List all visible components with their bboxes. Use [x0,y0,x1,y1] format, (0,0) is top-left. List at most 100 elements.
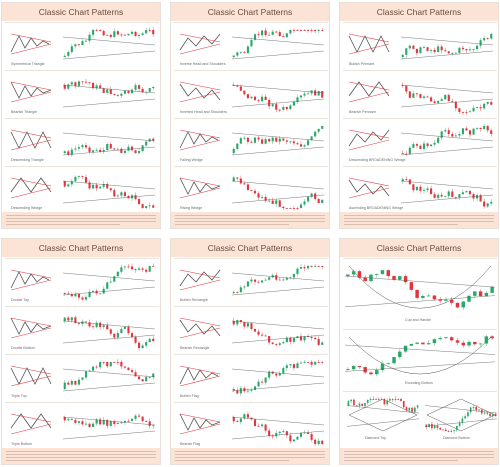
panel-header: Classic Chart Patterns [171,3,329,21]
pattern-sketch [179,177,221,199]
pattern-label: Bullish Flag [180,394,199,398]
pattern-sketch [10,177,52,199]
pattern-label: Inverted Head and Shoulders [180,110,227,114]
pattern-label: Ascending BROADENING Wedge [349,206,404,210]
pattern-row: Bullish Flag [174,354,328,403]
pattern-label: Bullish Pennant [349,62,374,66]
pattern-panel: Classic Chart Patterns Inverse Head and S… [170,2,330,229]
pattern-row: Rising Wedge [174,166,328,215]
candlestick-chart [344,334,496,377]
pattern-sketch [179,269,221,291]
candlestick-chart [62,359,156,392]
pattern-sketch [10,365,52,387]
pattern-sketch [348,177,390,199]
pattern-label: Double Top [11,298,30,302]
pattern-row: Bearish Pennant [343,70,497,119]
pattern-sketch [348,129,390,151]
pattern-label: Rising Wedge [180,206,203,210]
candlestick-chart [62,315,156,351]
pattern-row: Triple Top [5,354,159,403]
pattern-row: Triple Bottom [5,402,159,451]
pattern-label: Double Bottom [11,346,35,350]
pattern-row: Double Bottom [5,306,159,355]
candlestick-chart [231,125,325,156]
pattern-label: Bearish Rectangle [180,346,210,350]
pattern-label: Descending BROADENING Wedge [349,158,406,162]
pattern-row: Descending Wedge [5,166,159,215]
pattern-sketch [179,365,221,387]
panel-footer [171,212,329,228]
pattern-row: Falling Wedge [174,118,328,167]
candlestick-chart [344,265,496,310]
pattern-label: Falling Wedge [180,158,203,162]
pattern-sketch [10,317,52,339]
pattern-row: Descending BROADENING Wedge [343,118,497,167]
panel-footer [2,448,160,464]
panel-title: Classic Chart Patterns [207,243,293,253]
pattern-label: Bearish Triangle [11,110,37,114]
pattern-label: Cup and Handle [405,318,431,322]
candlestick-chart [231,175,325,211]
pattern-panel: Classic Chart Patterns Cup and Handle Roun… [339,238,499,465]
pattern-panel: Classic Chart Patterns Bullish Rectangle B… [170,238,330,465]
panel-header: Classic Chart Patterns [340,239,498,257]
candlestick-chart [346,396,420,432]
panel-header: Classic Chart Patterns [2,239,160,257]
pattern-sketch [348,81,390,103]
pattern-row: Inverse Head and Shoulders [174,22,328,71]
pattern-sketch [179,413,221,435]
panel-footer [2,212,160,228]
candlestick-chart [400,123,494,156]
pattern-label: Triple Top [11,394,27,398]
pattern-sketch [348,33,390,55]
pattern-sketch [179,33,221,55]
candlestick-chart [231,27,325,60]
pattern-sketch [179,81,221,103]
pattern-label: Descending Triangle [11,158,44,162]
pattern-sketch [10,269,52,291]
pattern-label: Triple Bottom [11,442,33,446]
candlestick-chart [400,32,494,60]
pattern-sketch [10,33,52,55]
panel-header: Classic Chart Patterns [171,239,329,257]
panel-title: Classic Chart Patterns [376,243,462,253]
pattern-row: Bearish Rectangle [174,306,328,355]
pattern-row: Bearish Flag [174,402,328,451]
panel-footer [171,448,329,464]
pattern-panel: Classic Chart Patterns Double Top Double B… [1,238,161,465]
pattern-row: Descending Triangle [5,118,159,167]
candlestick-chart [231,264,325,296]
pattern-label: Inverse Head and Shoulders [180,62,226,66]
pattern-row: Double Top [5,258,159,307]
candlestick-chart [62,132,156,157]
panel-footer [340,212,498,228]
pattern-row: Cup and Handle [343,258,497,327]
pattern-panel: Classic Chart Patterns Symmetrical Triang… [1,2,161,229]
candlestick-chart [400,176,494,209]
pattern-label: Diamond Top [365,436,387,440]
candlestick-chart [424,398,498,434]
pattern-row: Diamond Top Diamond Bottom [343,391,498,448]
pattern-sketch [10,129,52,151]
candlestick-chart [400,82,494,115]
pattern-sketch [10,413,52,435]
candlestick-chart [62,27,156,60]
pattern-label: Diamond Bottom [443,436,470,440]
pattern-sketch [179,129,221,151]
pattern-row: Inverted Head and Shoulders [174,70,328,119]
pattern-row: Bullish Pennant [343,22,497,71]
candlestick-chart [231,359,325,397]
pattern-label: Rounding Bottom [405,381,433,385]
pattern-row: Bearish Triangle [5,70,159,119]
panel-title: Classic Chart Patterns [376,7,462,17]
candlestick-chart [62,263,156,302]
candlestick-chart [231,411,325,447]
panel-header: Classic Chart Patterns [2,3,160,21]
pattern-label: Symmetrical Triangle [11,62,45,66]
pattern-label: Descending Wedge [11,206,43,210]
panel-title: Classic Chart Patterns [38,7,124,17]
candlestick-chart [62,79,156,108]
panel-header: Classic Chart Patterns [340,3,498,21]
pattern-label: Bearish Flag [180,442,201,446]
